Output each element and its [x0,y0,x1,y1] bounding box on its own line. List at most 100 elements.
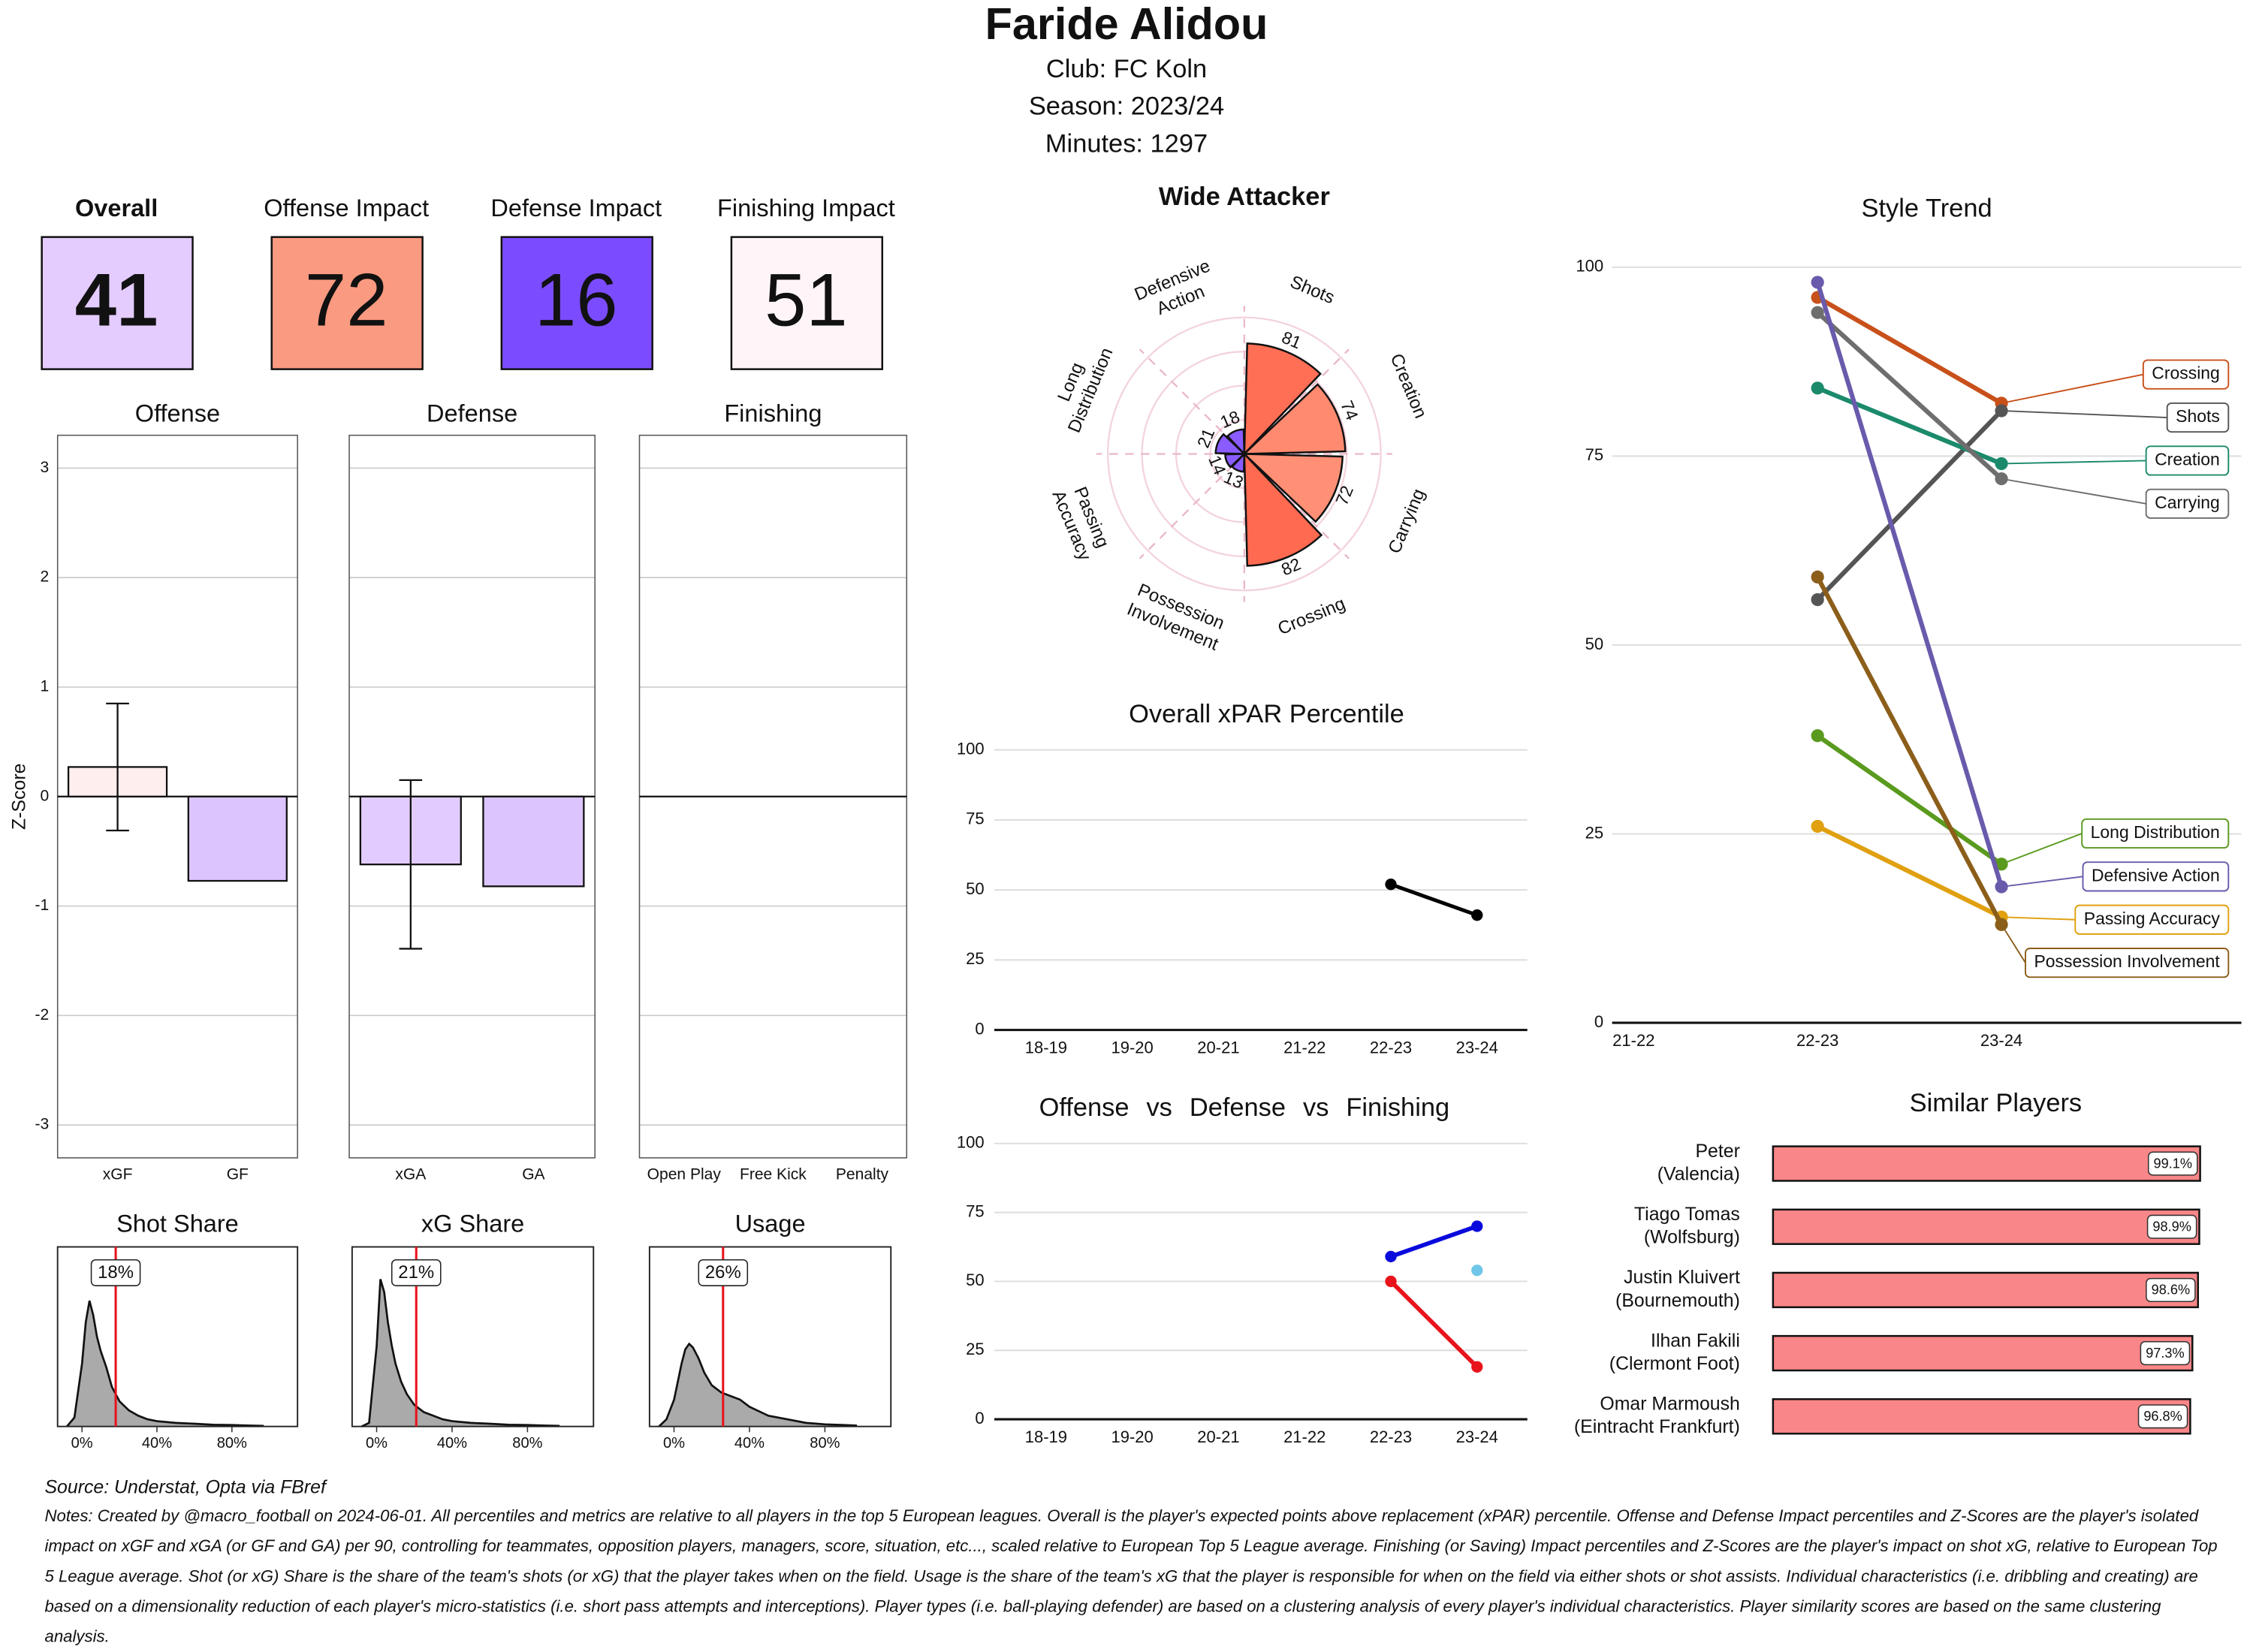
series-line [1390,882,1478,918]
y-tick-label: 50 [966,1271,984,1289]
series-line [1816,734,2003,867]
x-tick-label: 21-22 [1283,1427,1326,1446]
category-label: Creation [1386,351,1431,421]
value-label: 96.8% [2143,1409,2182,1424]
legend-leader [2001,924,2026,963]
series-line [1390,1224,1478,1259]
value-label-box [698,1259,749,1286]
point [1385,879,1397,891]
impact-box [41,236,194,370]
density-curve [360,1279,560,1427]
legend-leader [2001,916,2076,921]
player-name: Omar Marmoush [1600,1394,1739,1415]
notes: Notes: Created by @macro_football on 202… [44,1506,2218,1647]
y-tick-label: 50 [1585,635,1603,653]
value-label: 21% [398,1262,434,1283]
x-tick-label: 20-21 [1197,1038,1239,1057]
chart-title: Style Trend [1862,194,1992,222]
point [1471,1220,1483,1232]
point [1385,1275,1397,1288]
facet-title: Finishing [724,399,822,427]
y-tick-label: 0 [975,1409,984,1427]
legend-label: Long Distribution [2091,822,2220,842]
legend-leader [2001,478,2146,505]
legend-label: Passing Accuracy [2084,909,2221,928]
y-tick-label: 3 [41,459,50,476]
x-tick-label: GA [522,1165,544,1183]
y-tick-label: 100 [957,1133,985,1152]
point [1995,858,2008,871]
chart-title: Wide Attacker [1159,182,1330,211]
x-tick-label: 23-24 [1456,1427,1498,1446]
value-label: 98.9% [2152,1219,2191,1234]
impact-label: Overall [75,194,158,222]
x-tick-label: 18-19 [1025,1427,1067,1446]
category-label: PossessionInvolvement [1124,579,1230,655]
category-label: Shots [1287,272,1338,308]
player-name: Ilhan Fakili [1651,1330,1740,1351]
y-tick-label: 25 [966,949,984,968]
series-line [1815,282,2004,888]
point [1811,592,1824,607]
season-line: Season: 2023/24 [1029,92,1224,121]
series-line [1389,1280,1479,1369]
bar [482,795,585,888]
category-label: Carrying [1384,486,1429,556]
value-label-box [391,1259,442,1286]
point [1471,909,1483,921]
y-tick-label: -1 [35,897,50,914]
player-name: Justin Kluivert [1624,1267,1740,1288]
title-series-name: Offense [1039,1093,1130,1122]
polar-bar [1230,451,1246,473]
legend-box [2142,359,2230,390]
impact-label: Finishing Impact [717,194,895,222]
y-tick-label: 100 [1576,257,1603,276]
density-curve [66,1300,264,1427]
y-tick-label: -2 [35,1006,50,1023]
y-tick-label: 75 [966,809,984,828]
category-label: DefensiveAction [1132,256,1222,325]
legend-label: Crossing [2152,363,2220,383]
bar [1772,1145,2201,1182]
impact-box [500,236,653,370]
impact-label: Defense Impact [490,194,662,222]
y-tick-label: 0 [975,1019,984,1038]
x-tick-label: 80% [810,1435,840,1452]
value-label-box [2146,1277,2196,1302]
x-tick-label: 18-19 [1025,1038,1067,1057]
density-fill [659,1343,858,1427]
chart-title: Similar Players [1910,1089,2083,1117]
series-line [1816,295,2003,405]
polar-bar [1224,453,1247,469]
polar-bar [1241,453,1344,523]
x-tick-label: 0% [71,1435,93,1452]
legend-leader [2001,876,2083,888]
player-name: Tiago Tomas [1634,1204,1740,1225]
series-line [1816,310,2004,481]
x-tick-label: 20-21 [1197,1427,1239,1446]
impact-value: 51 [765,259,848,342]
legend-leader [2001,410,2167,419]
series-line [1816,824,2003,919]
impact-box [270,236,424,370]
error-bar [399,779,423,950]
x-tick-label: Open Play [647,1165,722,1183]
y-tick-label: 1 [41,678,50,695]
title-series-name: Finishing [1346,1093,1449,1122]
player-club: (Bournemouth) [1615,1290,1740,1311]
legend-label: Creation [2155,450,2220,469]
category-label: PassingAccuracy [1048,479,1114,563]
value-label: 81 [1279,327,1304,353]
x-tick-label: 22-23 [1370,1038,1412,1057]
value-label: 21 [1193,426,1219,451]
legend-label: Possession Involvement [2034,951,2220,971]
category-label: LongDistribution [1045,336,1117,436]
y-tick-label: 0 [1594,1012,1603,1031]
legend-leader [2001,373,2144,404]
panel-frame [351,1246,595,1427]
title-series-name: Defense [1190,1093,1286,1122]
y-tick-label: -3 [35,1116,50,1133]
player-club: (Eintracht Frankfurt) [1574,1416,1740,1437]
